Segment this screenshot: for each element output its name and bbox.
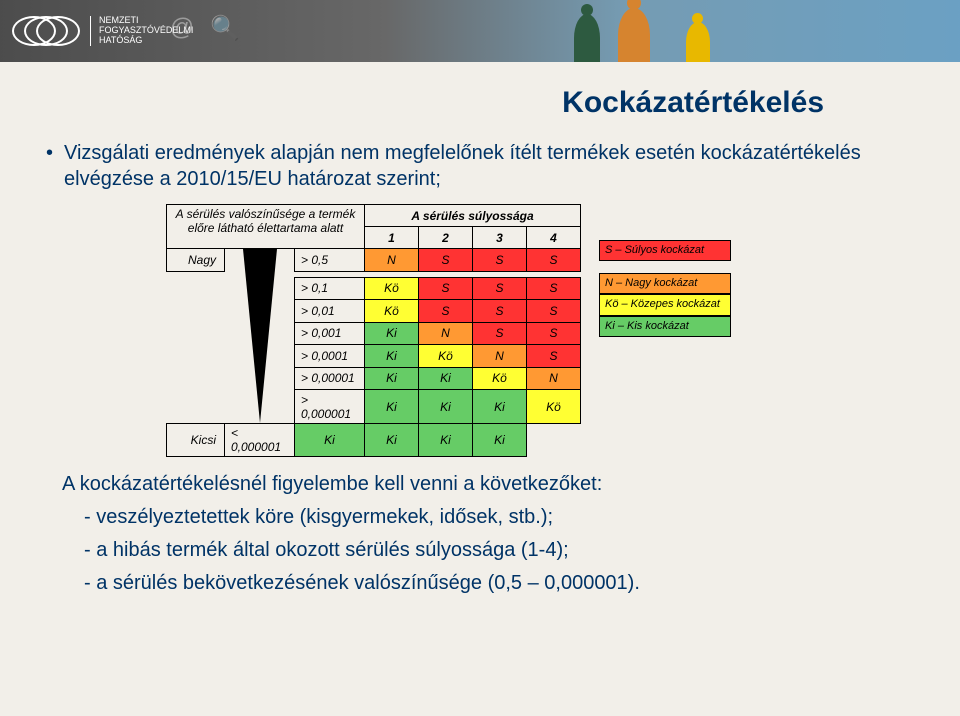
risk-cell: S [473, 249, 527, 272]
risk-cell: S [527, 277, 581, 300]
row-size-label [167, 277, 225, 300]
page-title: Kockázatértékelés [46, 86, 914, 120]
header-decor-icons: @ 🔍 [170, 14, 240, 43]
sub-3: - a sérülés bekövetkezésének valószínűsé… [84, 572, 914, 595]
logo: NEMZETI FOGYASZTÓVÉDELMI HATÓSÁG [0, 0, 193, 62]
col-4: 4 [527, 227, 581, 249]
prob-value: > 0,1 [295, 277, 365, 300]
risk-cell: S [473, 277, 527, 300]
risk-cell: Ki [365, 367, 419, 390]
sub-2: - a hibás termék által okozott sérülés s… [84, 539, 914, 562]
risk-cell: Ki [295, 424, 365, 457]
row-size-label [167, 345, 225, 368]
risk-cell: S [473, 300, 527, 323]
legend-item: Ki – Kis kockázat [599, 316, 731, 337]
severity-header: A sérülés súlyossága [365, 205, 581, 227]
legend: S – Súlyos kockázat N – Nagy kockázatKö –… [599, 240, 731, 337]
row-size-label [167, 322, 225, 345]
risk-cell: N [473, 345, 527, 368]
probability-triangle [225, 249, 295, 424]
row-size-label: Nagy [167, 249, 225, 272]
prob-value: > 0,01 [295, 300, 365, 323]
intro-bullet: • Vizsgálati eredmények alapján nem megf… [46, 140, 914, 192]
bullet-icon: • [46, 140, 64, 192]
intro-text: Vizsgálati eredmények alapján nem megfel… [64, 140, 914, 192]
risk-cell: S [419, 249, 473, 272]
logo-icon [12, 10, 82, 52]
prob-value: > 0,0001 [295, 345, 365, 368]
row-size-label: Kicsi [167, 424, 225, 457]
prob-value: > 0,001 [295, 322, 365, 345]
risk-cell: Kö [365, 277, 419, 300]
slide-body: Kockázatértékelés • Vizsgálati eredménye… [0, 62, 960, 595]
sub-1: - veszélyeztetettek köre (kisgyermekek, … [84, 506, 914, 529]
risk-cell: N [365, 249, 419, 272]
risk-cell: Kö [365, 300, 419, 323]
risk-cell: Ki [419, 390, 473, 424]
at-icon: @ [170, 14, 194, 43]
row-size-label [167, 390, 225, 424]
table-row: Kicsi< 0,000001KiKiKiKi [167, 424, 581, 457]
risk-cell: S [527, 345, 581, 368]
header-silhouettes [400, 0, 960, 62]
legend-item: N – Nagy kockázat [599, 273, 731, 294]
prob-value: > 0,5 [295, 249, 365, 272]
risk-cell: Ki [473, 424, 527, 457]
risk-cell: S [419, 277, 473, 300]
header-bar: NEMZETI FOGYASZTÓVÉDELMI HATÓSÁG @ 🔍 [0, 0, 960, 62]
risk-cell: N [527, 367, 581, 390]
risk-cell: Ki [419, 367, 473, 390]
risk-table: A sérülés valószínűsége a termék előre l… [166, 204, 581, 457]
risk-cell: Ki [365, 345, 419, 368]
legend-item: Kö – Közepes kockázat [599, 294, 731, 315]
risk-cell: Ki [365, 424, 419, 457]
risk-cell: S [473, 322, 527, 345]
risk-cell: S [527, 300, 581, 323]
table-row: Nagy> 0,5NSSS [167, 249, 581, 272]
row-size-label [167, 300, 225, 323]
prob-value: > 0,000001 [295, 390, 365, 424]
risk-cell: Kö [527, 390, 581, 424]
col-3: 3 [473, 227, 527, 249]
risk-cell: Kö [419, 345, 473, 368]
risk-table-wrap: A sérülés valószínűsége a termék előre l… [166, 204, 914, 457]
magnify-icon: 🔍 [210, 14, 240, 43]
risk-cell: N [419, 322, 473, 345]
risk-cell: Ki [365, 322, 419, 345]
risk-cell: Ki [419, 424, 473, 457]
legend-item: S – Súlyos kockázat [599, 240, 731, 261]
risk-cell: Ki [365, 390, 419, 424]
col-2: 2 [419, 227, 473, 249]
risk-cell: S [527, 249, 581, 272]
prob-header: A sérülés valószínűsége a termék előre l… [167, 205, 365, 249]
risk-cell: S [419, 300, 473, 323]
risk-cell: Kö [473, 367, 527, 390]
follow-line: A kockázatértékelésnél figyelembe kell v… [62, 473, 914, 496]
risk-cell: S [527, 322, 581, 345]
prob-value: > 0,00001 [295, 367, 365, 390]
prob-value: < 0,000001 [225, 424, 295, 457]
risk-cell: Ki [473, 390, 527, 424]
col-1: 1 [365, 227, 419, 249]
row-size-label [167, 367, 225, 390]
